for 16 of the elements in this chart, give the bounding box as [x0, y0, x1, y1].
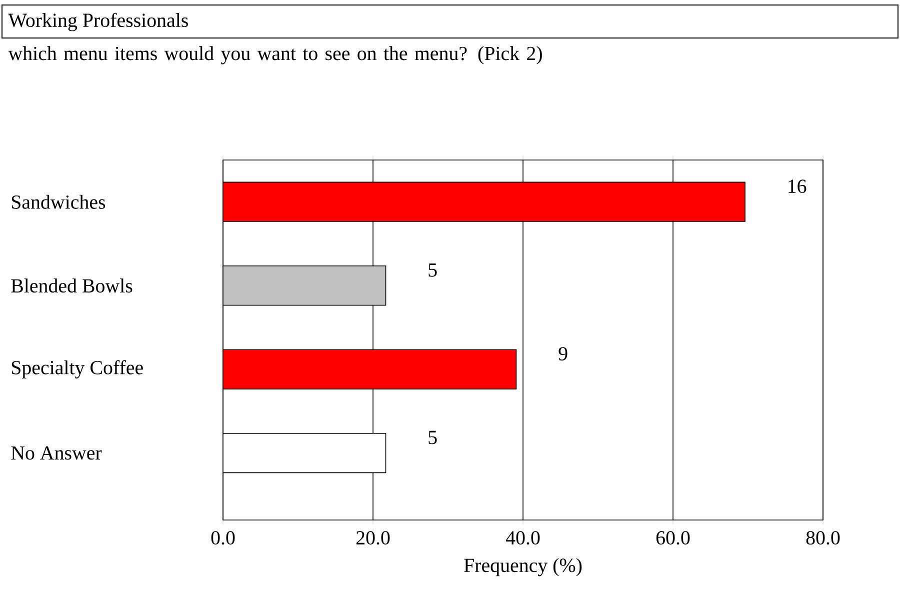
y-tick-label: No Answer: [11, 446, 102, 460]
chart-subtitle: which menu items would you want to see on the menu? (Pick 2): [8, 46, 542, 64]
annotation: 5: [428, 430, 437, 444]
annotation: 9: [558, 347, 568, 360]
y-tick-label: Blended Bowls: [11, 278, 132, 293]
x-tick-label: 20.0: [356, 531, 390, 545]
annotation: 16: [788, 180, 806, 194]
x-tick-label: 80.0: [806, 531, 840, 545]
annotation: 5: [428, 263, 437, 277]
x-tick-label: 0.0: [211, 531, 235, 545]
x-axis-title: Frequency (%): [464, 558, 582, 576]
y-tick-label: Specialty Coffee: [12, 360, 143, 378]
chart-title: Working Professionals: [8, 12, 188, 32]
x-tick-label: 60.0: [656, 531, 690, 545]
x-tick-label: 40.0: [506, 531, 540, 545]
y-tick-label: Sandwiches: [12, 194, 106, 209]
